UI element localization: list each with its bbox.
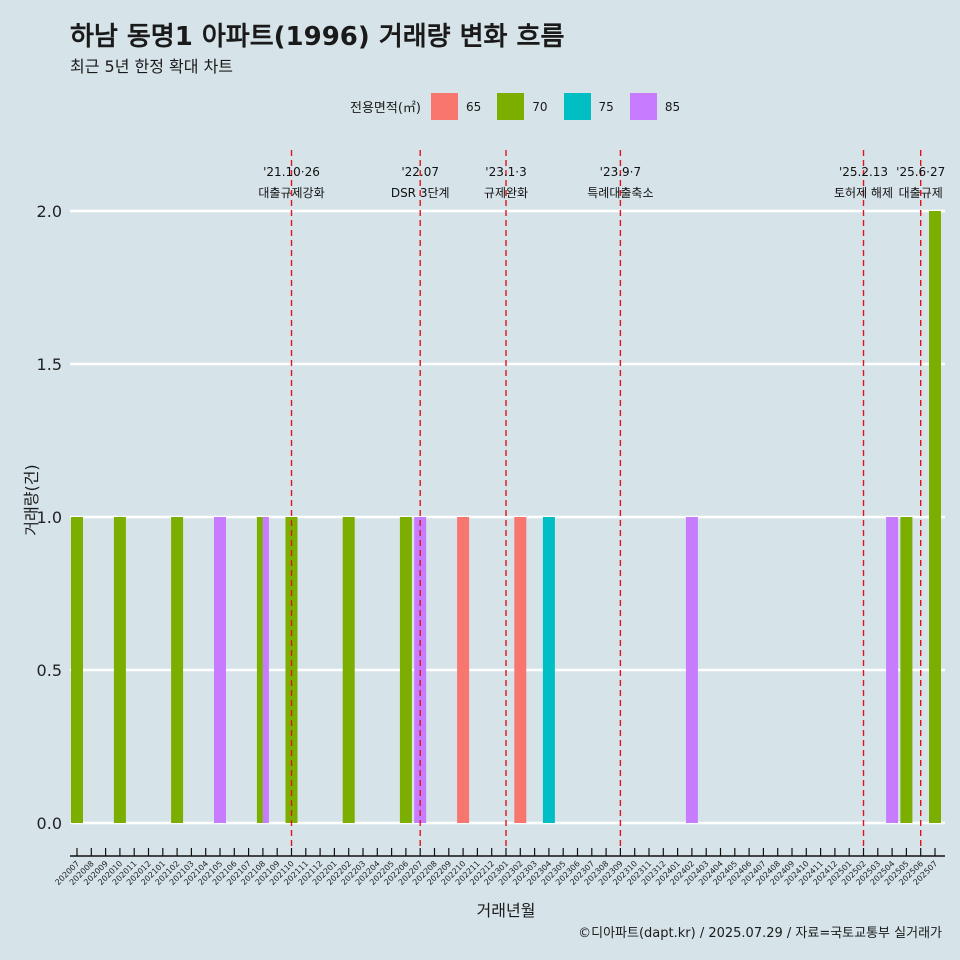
- y-tick-label: 1.5: [37, 355, 62, 374]
- legend-swatch-70: [497, 93, 525, 120]
- bar-202302-65: [514, 517, 527, 823]
- bar-202102-70: [171, 517, 184, 823]
- y-tick-label: 0.5: [37, 661, 62, 680]
- legend-label-65: 65: [465, 99, 482, 114]
- x-axis-label: 거래년월: [476, 901, 536, 920]
- bar-202507-70: [929, 211, 941, 823]
- bar-202206-70: [399, 517, 412, 823]
- legend-item-85: 85: [629, 93, 688, 120]
- legend-label-85: 85: [664, 99, 681, 114]
- legend-label-75: 75: [598, 99, 614, 114]
- annotation-date: '25.2.13: [839, 165, 888, 179]
- bar-202202-70: [342, 517, 355, 823]
- bar-202108-70: [256, 517, 263, 823]
- annotation-text: 토허제 해제: [834, 186, 893, 200]
- bar-202108-85: [262, 517, 269, 823]
- legend-item-70: 70: [497, 93, 555, 120]
- annotation-text: DSR 3단계: [391, 186, 450, 200]
- legend-item-65: 65: [430, 93, 489, 120]
- legend-swatch-85: [629, 93, 657, 120]
- bar-202007-70: [71, 517, 83, 823]
- bar-202105-85: [214, 517, 226, 823]
- legend: 전용면적(㎡) 65 70 75 85: [350, 93, 696, 120]
- chart-subtitle: 최근 5년 한정 확대 차트: [70, 57, 234, 76]
- chart-title: 하남 동명1 아파트(1996) 거래량 변화 흐름: [70, 22, 565, 52]
- bar-202505-70: [900, 517, 913, 823]
- legend-title: 전용면적(㎡): [350, 101, 421, 116]
- y-axis-label: 거래량(건): [22, 464, 41, 536]
- annotation-date: '23.9·7: [600, 165, 641, 179]
- y-tick-label: 2.0: [37, 202, 62, 221]
- bar-202210-65: [457, 517, 470, 823]
- source-caption: ©디아파트(dapt.kr) / 2025.07.29 / 자료=국토교통부 실…: [578, 926, 942, 941]
- bar-202304-75: [542, 517, 555, 823]
- y-tick-label: 0.0: [37, 814, 62, 833]
- annotation-date: '25.6·27: [896, 165, 945, 179]
- annotation-text: 규제완화: [484, 186, 528, 200]
- bar-202010-70: [113, 517, 126, 823]
- annotation-text: 대출규제강화: [258, 186, 324, 200]
- y-tick-label: 1.0: [37, 508, 62, 527]
- legend-swatch-65: [430, 93, 458, 120]
- annotation-date: '23.1·3: [485, 165, 526, 179]
- legend-swatch-75: [563, 93, 591, 120]
- annotation-date: '22.07: [401, 165, 439, 179]
- legend-label-70: 70: [532, 99, 548, 114]
- bar-202402-85: [685, 517, 698, 823]
- bar-202504-85: [886, 517, 899, 823]
- annotation-date: '21.10·26: [263, 165, 320, 179]
- legend-item-75: 75: [563, 93, 622, 120]
- annotation-text: 특례대출축소: [587, 186, 653, 200]
- annotation-text: 대출규제: [899, 186, 943, 200]
